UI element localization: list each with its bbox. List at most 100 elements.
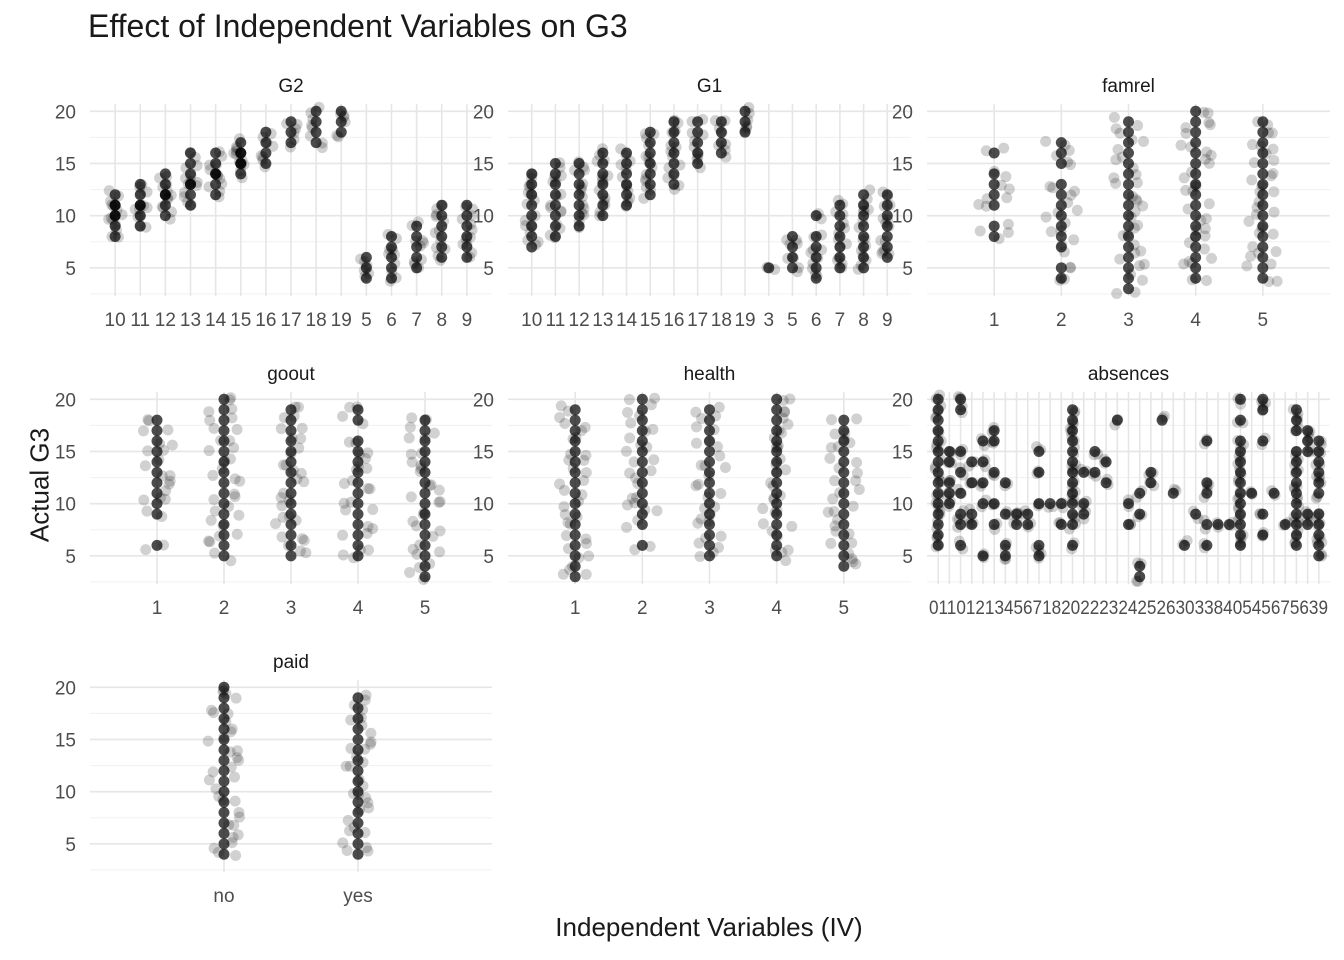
data-point-jitter xyxy=(1040,135,1052,147)
data-point-jitter xyxy=(160,485,172,497)
data-point xyxy=(285,456,297,468)
data-point xyxy=(838,435,850,447)
data-point-jitter xyxy=(295,467,307,479)
data-point-jitter xyxy=(203,774,215,786)
data-point-jitter xyxy=(229,795,241,807)
data-point xyxy=(569,435,581,447)
data-point xyxy=(988,466,1000,478)
data-point xyxy=(461,210,473,222)
data-point xyxy=(360,251,372,263)
y-tick-label: 10 xyxy=(473,207,494,228)
data-point xyxy=(386,251,397,263)
data-point xyxy=(597,147,609,159)
data-point xyxy=(1313,487,1325,499)
data-point xyxy=(1067,445,1079,457)
data-point xyxy=(1257,220,1269,232)
data-point xyxy=(955,519,967,531)
data-point xyxy=(1290,414,1302,426)
data-point xyxy=(386,231,397,243)
data-point-jitter xyxy=(1180,184,1192,196)
data-point xyxy=(218,519,230,531)
data-point-jitter xyxy=(974,225,986,237)
data-point xyxy=(1234,445,1246,457)
data-point xyxy=(185,178,196,190)
data-point-jitter xyxy=(364,483,376,495)
data-point xyxy=(704,550,715,562)
data-point xyxy=(218,445,230,457)
data-point-jitter xyxy=(208,422,220,434)
data-point-jitter xyxy=(233,806,245,818)
data-point-jitter xyxy=(645,465,657,477)
data-point-jitter xyxy=(276,531,288,543)
data-point xyxy=(285,445,297,457)
data-point-jitter xyxy=(1270,246,1282,258)
y-tick-label: 10 xyxy=(473,495,494,516)
data-point xyxy=(151,456,163,468)
data-point xyxy=(1123,168,1134,180)
data-point xyxy=(858,210,870,222)
data-point-jitter xyxy=(694,550,706,562)
data-point xyxy=(1089,466,1101,478)
data-point-jitter xyxy=(829,475,841,487)
data-point-jitter xyxy=(1201,146,1213,158)
data-point-jitter xyxy=(410,520,422,532)
data-point-jitter xyxy=(275,492,287,504)
x-tick-label: 2 xyxy=(1056,310,1067,331)
data-point xyxy=(1257,126,1269,138)
data-point xyxy=(636,519,648,531)
data-point xyxy=(966,508,978,520)
data-point xyxy=(1313,539,1325,551)
data-point xyxy=(352,744,364,756)
data-point-jitter xyxy=(1114,253,1126,265)
data-point xyxy=(352,508,364,520)
data-point-jitter xyxy=(554,412,566,424)
data-point xyxy=(352,539,364,551)
data-point xyxy=(597,178,609,190)
data-point xyxy=(1257,272,1269,284)
data-point xyxy=(644,157,656,169)
data-point xyxy=(1123,199,1134,211)
data-point xyxy=(419,550,431,562)
data-point-jitter xyxy=(1135,245,1147,257)
data-point xyxy=(285,477,297,489)
data-point xyxy=(838,487,850,499)
data-point-jitter xyxy=(1110,123,1122,135)
y-tick-label: 10 xyxy=(892,207,913,228)
data-point xyxy=(636,477,648,489)
data-point-jitter xyxy=(853,483,865,495)
x-tick-label: 3 xyxy=(704,598,715,619)
data-point xyxy=(881,199,893,211)
data-point-jitter xyxy=(851,457,863,469)
data-point xyxy=(858,220,870,232)
data-point xyxy=(621,199,633,211)
data-point xyxy=(569,466,581,478)
data-point xyxy=(704,487,715,499)
data-point-jitter xyxy=(1203,157,1215,169)
data-point-jitter xyxy=(162,424,174,436)
data-point xyxy=(310,137,322,149)
data-point-jitter xyxy=(159,493,171,505)
data-point xyxy=(858,251,870,263)
data-point xyxy=(1123,157,1134,169)
y-tick-label: 15 xyxy=(892,442,913,463)
data-point xyxy=(858,189,870,201)
data-point xyxy=(715,137,727,149)
data-point-jitter xyxy=(628,456,640,468)
data-point xyxy=(636,404,648,416)
data-point xyxy=(1100,477,1112,489)
data-point xyxy=(786,251,798,263)
x-tick-label: 15 xyxy=(640,310,661,331)
data-point xyxy=(771,456,783,468)
data-point xyxy=(771,539,783,551)
data-point xyxy=(704,445,715,457)
data-point xyxy=(771,393,783,405)
x-tick-label: 9 xyxy=(462,310,473,331)
data-point xyxy=(977,456,989,468)
data-point-jitter xyxy=(559,417,571,429)
data-point xyxy=(1201,487,1213,499)
data-point xyxy=(988,147,1000,159)
data-point xyxy=(988,220,1000,232)
data-point xyxy=(1257,231,1269,243)
data-point xyxy=(285,137,297,149)
data-point-jitter xyxy=(361,527,373,539)
